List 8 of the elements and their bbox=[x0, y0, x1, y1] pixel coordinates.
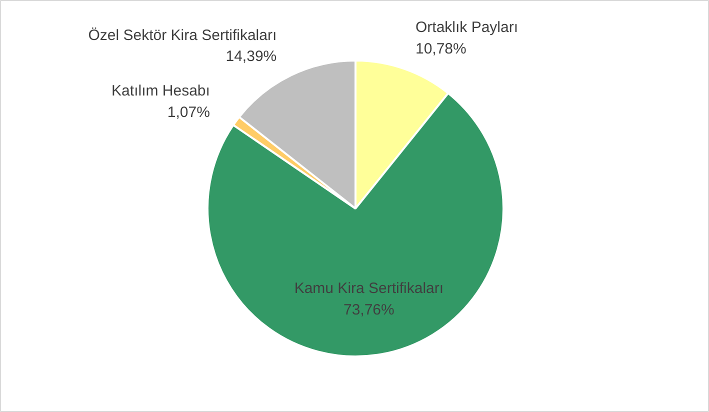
data-label: 1,07% bbox=[167, 104, 210, 121]
slice-label: Ortaklık Payları bbox=[415, 19, 518, 36]
slice-label: Kamu Kira Sertifikaları bbox=[294, 280, 444, 298]
data-label: 14,39% bbox=[226, 48, 277, 66]
slice-label: Özel Sektör Kira Sertifikaları bbox=[88, 26, 277, 44]
slice-label: Katılım Hesabı bbox=[112, 82, 210, 100]
data-label: 10,78% bbox=[415, 40, 466, 58]
data-label: 73,76% bbox=[344, 301, 394, 318]
